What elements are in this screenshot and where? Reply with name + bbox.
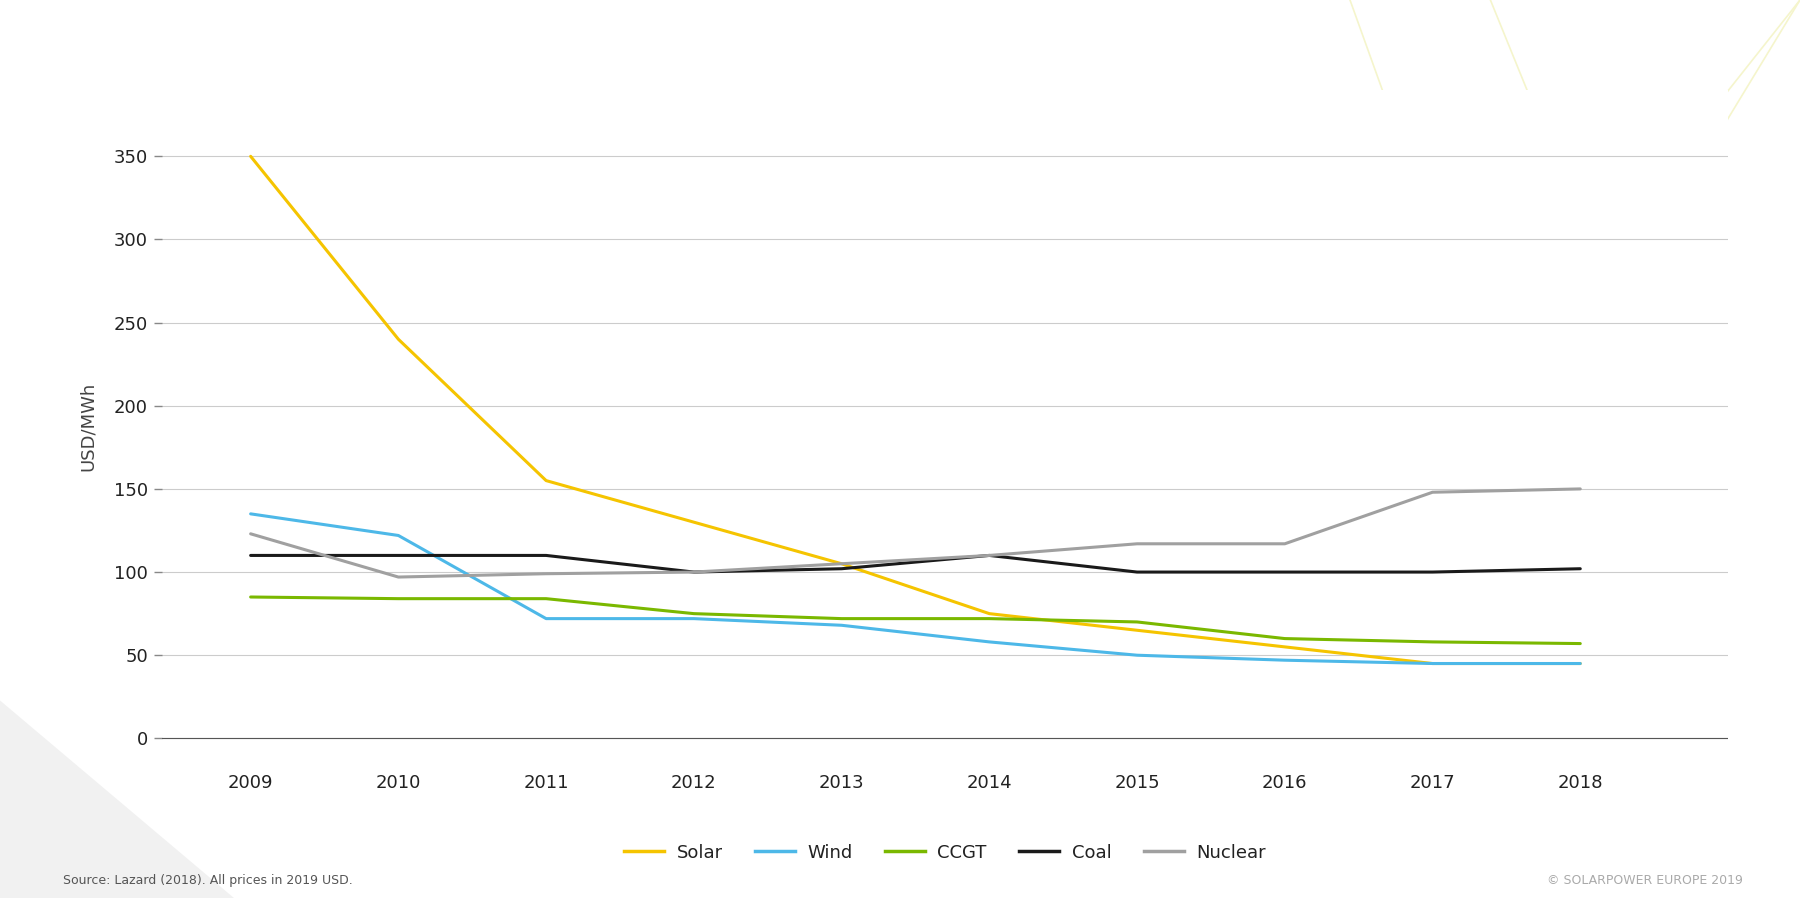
Text: © SOLARPOWER EUROPE 2019: © SOLARPOWER EUROPE 2019 (1546, 875, 1742, 887)
Y-axis label: USD/MWh: USD/MWh (79, 382, 97, 471)
Legend: Solar, Wind, CCGT, Coal, Nuclear: Solar, Wind, CCGT, Coal, Nuclear (617, 836, 1273, 868)
Text: Source: Lazard (2018). All prices in 2019 USD.: Source: Lazard (2018). All prices in 201… (63, 875, 353, 887)
